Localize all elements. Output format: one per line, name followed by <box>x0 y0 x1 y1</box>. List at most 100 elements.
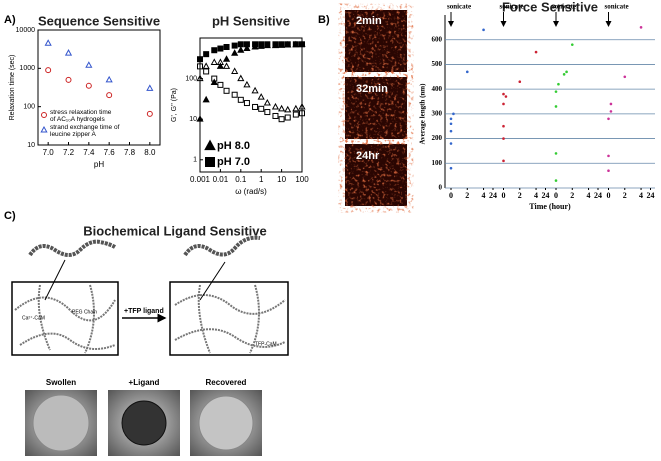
point <box>502 92 505 96</box>
marker <box>284 105 292 113</box>
point <box>534 50 538 54</box>
x-tick-label: 0.01 <box>213 175 229 184</box>
marker <box>237 46 245 53</box>
marker <box>237 74 245 82</box>
legend-label: pH 8.0 <box>217 140 250 152</box>
x-tick-label: 10 <box>277 175 286 184</box>
marker <box>222 62 231 69</box>
marker <box>216 62 224 69</box>
y-tick-label: 600 <box>432 35 443 43</box>
y-tick-label: 100 <box>23 104 35 111</box>
marker <box>243 41 250 48</box>
photo-label: +Ligand <box>129 378 160 387</box>
point <box>554 90 558 93</box>
point <box>554 152 558 155</box>
y-tick-label: 100 <box>432 159 443 167</box>
network-box <box>11 281 119 356</box>
marker <box>278 104 286 112</box>
y-tick-label: 500 <box>432 60 443 68</box>
point <box>465 70 469 74</box>
legend-marker <box>205 157 215 167</box>
x-tick-label: 4 <box>534 191 538 200</box>
marker <box>211 75 218 82</box>
marker <box>146 110 153 117</box>
y-tick-label: 400 <box>432 85 443 93</box>
x-tick-label: 24 <box>647 191 655 200</box>
marker <box>258 105 265 112</box>
point <box>607 169 610 172</box>
micrograph-label: 24hr <box>356 150 380 162</box>
y-axis-label: G', G'' (Pa) <box>171 88 178 122</box>
annotation: sonicate <box>605 3 629 11</box>
x-tick-label: 4 <box>639 191 643 200</box>
y-tick-label: 200 <box>432 134 443 142</box>
point <box>449 122 453 126</box>
marker <box>196 115 204 122</box>
y-tick-label: 1 <box>193 157 197 164</box>
marker <box>216 58 224 65</box>
marker <box>44 39 52 46</box>
point <box>609 110 613 113</box>
point <box>562 73 566 76</box>
x-tick-label: 24 <box>594 191 602 200</box>
point <box>452 112 455 116</box>
point <box>449 142 453 145</box>
marker <box>231 91 238 98</box>
y-tick-label: 0 <box>439 184 443 192</box>
marker <box>231 49 239 56</box>
marker <box>197 63 203 70</box>
point <box>554 179 558 182</box>
point <box>502 137 505 140</box>
marker <box>203 68 210 75</box>
x-tick-label: 0 <box>502 191 506 200</box>
network-box <box>169 281 289 356</box>
x-tick-label: 0 <box>449 191 453 200</box>
micrograph-label: 32min <box>356 83 388 95</box>
y-tick-label: 10 <box>27 142 35 149</box>
marker <box>278 116 285 123</box>
point <box>554 105 558 108</box>
y-tick-label: 10 <box>189 116 197 123</box>
panel-label: B) <box>318 14 330 26</box>
x-tick-label: 1 <box>259 175 264 184</box>
x-tick-label: 0 <box>607 191 611 200</box>
legend-label: pH 7.0 <box>217 156 250 168</box>
marker <box>252 41 259 48</box>
marker <box>210 58 218 65</box>
x-tick-label: 7.2 <box>63 148 75 157</box>
marker <box>252 103 259 110</box>
marker <box>211 47 218 54</box>
point <box>565 70 568 74</box>
y-tick-label: 300 <box>432 109 443 117</box>
legend-label: stress relaxation time of AC₁₀A hydrogels <box>50 109 112 123</box>
marker <box>197 56 203 63</box>
point <box>623 75 627 79</box>
marker <box>85 61 93 68</box>
chart-title: Sequence Sensitive <box>38 13 160 28</box>
box-label: TFP-CaM <box>255 341 277 347</box>
legend-marker <box>204 139 216 151</box>
marker <box>271 102 280 110</box>
point <box>449 129 453 133</box>
chart-title: Force Sensitive <box>502 0 598 14</box>
marker <box>105 75 113 83</box>
point <box>502 102 505 106</box>
marker <box>292 104 300 112</box>
point <box>502 159 505 163</box>
marker <box>264 41 271 48</box>
panel-title: Biochemical Ligand Sensitive <box>83 223 267 238</box>
marker <box>231 42 238 49</box>
micrograph-texture <box>345 10 407 72</box>
panel-label: C) <box>4 210 16 222</box>
point <box>607 154 610 158</box>
protein <box>28 239 117 257</box>
marker <box>196 74 204 82</box>
marker <box>65 76 72 83</box>
marker <box>223 87 230 94</box>
point <box>449 117 453 121</box>
marker <box>243 80 251 88</box>
x-tick-label: 0.001 <box>190 175 211 184</box>
y-axis-label: Average length (nm) <box>419 83 427 145</box>
x-tick-label: 2 <box>465 191 469 200</box>
